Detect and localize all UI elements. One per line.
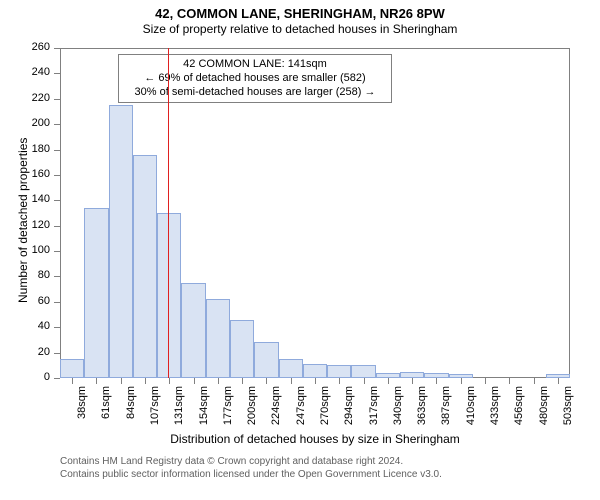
y-tick-label: 240 [24,66,50,78]
footer-line1: Contains HM Land Registry data © Crown c… [60,456,442,469]
x-tick [388,378,389,384]
histogram-bar [84,208,108,378]
x-tick [169,378,170,384]
y-tick [54,378,60,379]
histogram-bar [60,359,84,378]
histogram-bar [351,365,375,378]
x-tick-label: 224sqm [270,386,282,436]
x-tick-label: 38sqm [76,386,88,436]
x-tick-label: 387sqm [440,386,452,436]
y-tick-label: 260 [24,41,50,53]
y-tick [54,48,60,49]
y-tick [54,276,60,277]
y-tick-label: 20 [24,346,50,358]
histogram-bar [303,364,327,378]
x-tick-label: 131sqm [173,386,185,436]
y-tick [54,302,60,303]
x-tick-label: 61sqm [100,386,112,436]
x-tick [145,378,146,384]
annotation-line1: 42 COMMON LANE: 141sqm [127,58,383,72]
x-tick [558,378,559,384]
x-tick-label: 503sqm [562,386,574,436]
y-tick [54,150,60,151]
chart-title: 42, COMMON LANE, SHERINGHAM, NR26 8PW [0,0,600,21]
y-tick-label: 220 [24,92,50,104]
y-tick-label: 200 [24,117,50,129]
y-tick [54,73,60,74]
histogram-bar [206,299,230,378]
x-tick [339,378,340,384]
footer-text: Contains HM Land Registry data © Crown c… [60,456,442,481]
annotation-line3: 30% of semi-detached houses are larger (… [127,86,383,100]
x-tick [461,378,462,384]
y-tick [54,251,60,252]
x-tick [218,378,219,384]
x-tick [436,378,437,384]
x-tick [266,378,267,384]
y-tick-label: 40 [24,320,50,332]
marker-line [168,48,169,378]
y-tick-label: 160 [24,168,50,180]
x-tick [291,378,292,384]
y-tick [54,200,60,201]
y-tick-label: 80 [24,269,50,281]
x-tick [485,378,486,384]
x-tick-label: 480sqm [538,386,550,436]
x-tick-label: 433sqm [489,386,501,436]
histogram-bar [279,359,303,378]
histogram-bar [157,213,181,378]
y-tick [54,124,60,125]
histogram-bar [254,342,278,378]
y-tick-label: 120 [24,219,50,231]
histogram-bar [109,105,133,378]
x-tick-label: 200sqm [246,386,258,436]
x-tick-label: 84sqm [125,386,137,436]
x-tick-label: 177sqm [222,386,234,436]
annotation-line2: ← 69% of detached houses are smaller (58… [127,72,383,86]
y-tick [54,175,60,176]
x-tick-label: 294sqm [343,386,355,436]
x-tick [364,378,365,384]
annotation-box: 42 COMMON LANE: 141sqm ← 69% of detached… [118,54,392,103]
x-tick [194,378,195,384]
y-tick-label: 60 [24,295,50,307]
x-tick [242,378,243,384]
histogram-bar [230,320,254,378]
y-tick-label: 0 [24,371,50,383]
x-tick-label: 270sqm [319,386,331,436]
x-tick [72,378,73,384]
x-tick [509,378,510,384]
x-tick [534,378,535,384]
x-tick [412,378,413,384]
x-tick-label: 317sqm [368,386,380,436]
y-tick [54,226,60,227]
chart-subtitle: Size of property relative to detached ho… [0,21,600,36]
x-tick-label: 410sqm [465,386,477,436]
x-tick [96,378,97,384]
x-tick [121,378,122,384]
x-tick-label: 154sqm [198,386,210,436]
histogram-bar [133,155,157,378]
x-tick-label: 363sqm [416,386,428,436]
y-tick-label: 180 [24,143,50,155]
x-tick-label: 107sqm [149,386,161,436]
y-tick [54,327,60,328]
x-tick-label: 247sqm [295,386,307,436]
histogram-bar [181,283,205,378]
x-tick-label: 340sqm [392,386,404,436]
footer-line2: Contains public sector information licen… [60,469,442,482]
histogram-bar [327,365,351,378]
y-tick [54,99,60,100]
y-tick-label: 140 [24,193,50,205]
chart-container: 42, COMMON LANE, SHERINGHAM, NR26 8PW Si… [0,0,600,500]
x-tick-label: 456sqm [513,386,525,436]
x-tick [315,378,316,384]
y-tick [54,353,60,354]
y-tick-label: 100 [24,244,50,256]
